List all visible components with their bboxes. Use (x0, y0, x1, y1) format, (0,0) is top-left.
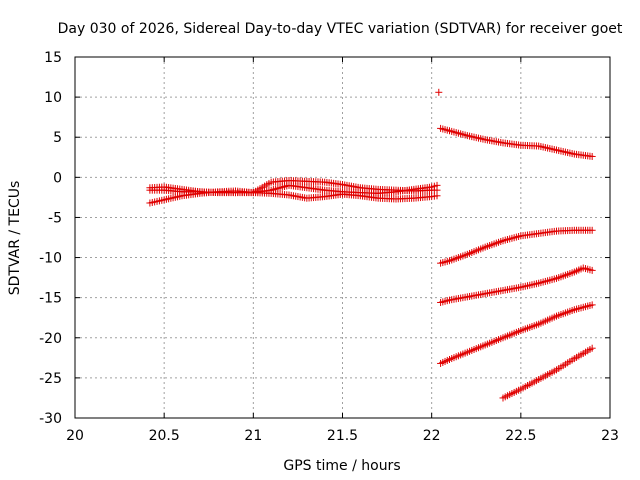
x-tick-label: 20.5 (149, 428, 180, 444)
y-tick-label: -10 (39, 251, 62, 267)
y-tick-label: -15 (39, 291, 62, 307)
chart-title: Day 030 of 2026, Sidereal Day-to-day VTE… (58, 21, 623, 37)
data-point-track-d (588, 152, 596, 160)
data-point-track-h (588, 344, 596, 352)
x-tick-label: 23 (601, 428, 619, 444)
y-tick-label: 0 (53, 170, 62, 186)
data-point-outlier (435, 88, 443, 96)
data-point-track-f (588, 266, 596, 274)
y-tick-label: -20 (39, 331, 62, 347)
y-tick-label: 5 (53, 130, 62, 146)
y-tick-label: -25 (39, 371, 62, 387)
x-tick-label: 22.5 (505, 428, 536, 444)
y-tick-label: 10 (44, 90, 62, 106)
x-tick-label: 20 (66, 428, 84, 444)
y-tick-label: -5 (48, 210, 62, 226)
data-points (146, 88, 596, 402)
data-point-track-e (588, 226, 596, 234)
y-tick-label: 15 (44, 50, 62, 66)
x-axis-label: GPS time / hours (283, 458, 400, 474)
data-point-track-g (588, 301, 596, 309)
axis-ticks: 20 20.5 21 21.5 22 22.5 23 -30 -25 -20 -15 -10 -5 0 5 1… (39, 50, 619, 444)
x-tick-label: 21.5 (327, 428, 358, 444)
data-point-track-c (433, 186, 441, 194)
y-tick-label: -30 (39, 411, 62, 427)
x-tick-label: 22 (423, 428, 441, 444)
y-axis-label: SDTVAR / TECUs (7, 181, 23, 296)
x-tick-label: 21 (244, 428, 262, 444)
